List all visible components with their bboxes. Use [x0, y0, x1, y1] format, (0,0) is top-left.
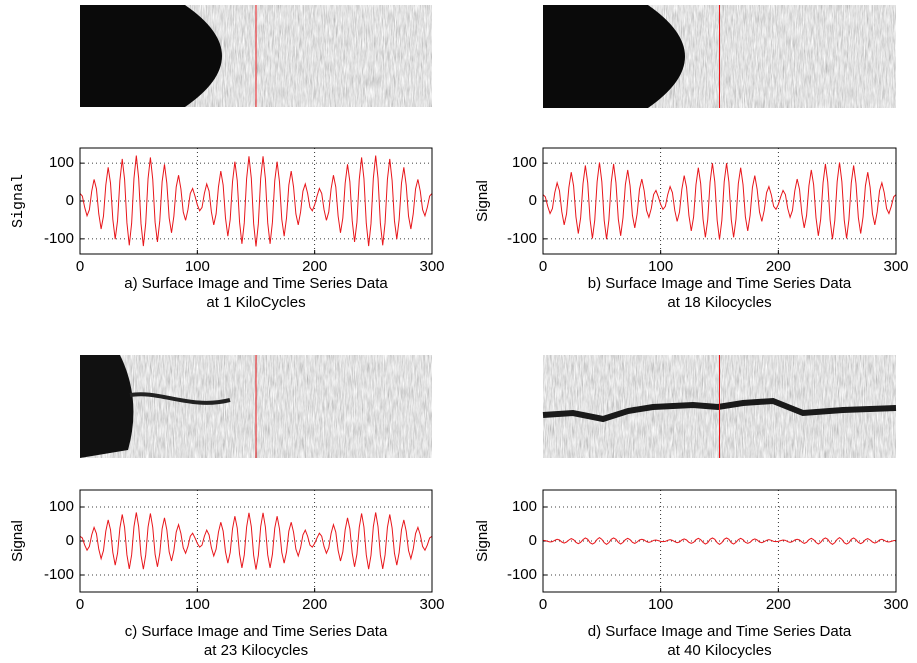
hole — [80, 355, 134, 458]
plot-frame — [79, 147, 433, 255]
plot-frame — [79, 489, 433, 593]
caption: c) Surface Image and Time Series Data — [125, 623, 388, 640]
plot-frame — [542, 489, 897, 593]
y-tick-label: -100 — [44, 230, 74, 247]
x-tick-label: 100 — [185, 258, 210, 275]
crack — [542, 397, 897, 423]
caption: b) Surface Image and Time Series Data — [588, 275, 852, 292]
x-tick-label: 100 — [185, 596, 210, 613]
signal-line — [79, 512, 433, 570]
y-tick-label: -100 — [507, 230, 537, 247]
x-tick-label: 300 — [883, 596, 908, 613]
y-tick-label: 0 — [66, 192, 74, 209]
x-tick-label: 200 — [302, 596, 327, 613]
y-tick-label: 100 — [512, 498, 537, 515]
y-tick-label: -100 — [507, 566, 537, 583]
signal-line — [542, 162, 897, 240]
x-tick-label: 300 — [419, 596, 444, 613]
caption: at 23 Kilocycles — [204, 642, 308, 659]
hole — [543, 5, 685, 108]
caption: a) Surface Image and Time Series Data — [124, 275, 388, 292]
x-tick-label: 200 — [302, 258, 327, 275]
y-tick-label: 0 — [529, 532, 537, 549]
y-tick-label: 100 — [49, 498, 74, 515]
x-tick-label: 100 — [648, 258, 673, 275]
y-axis-label: Signal — [9, 520, 26, 562]
y-tick-label: -100 — [44, 566, 74, 583]
x-tick-label: 100 — [648, 596, 673, 613]
signal-line — [79, 155, 433, 247]
x-tick-label: 300 — [419, 258, 444, 275]
y-tick-label: 100 — [512, 154, 537, 171]
y-tick-label: 0 — [529, 192, 537, 209]
x-tick-label: 300 — [883, 258, 908, 275]
signal-line — [542, 536, 897, 546]
x-tick-label: 200 — [766, 596, 791, 613]
hole — [80, 5, 222, 107]
caption: at 18 Kilocycles — [667, 294, 771, 311]
y-axis-label: Signal — [474, 180, 491, 222]
y-tick-label: 0 — [66, 532, 74, 549]
x-tick-label: 0 — [76, 258, 84, 275]
x-tick-label: 0 — [539, 596, 547, 613]
plot-frame — [542, 147, 897, 255]
caption: at 1 KiloCycles — [206, 294, 305, 311]
y-axis-label: Signal — [10, 174, 27, 228]
caption: d) Surface Image and Time Series Data — [588, 623, 852, 640]
x-tick-label: 0 — [76, 596, 84, 613]
caption: at 40 Kilocycles — [667, 642, 771, 659]
y-axis-label: Signal — [474, 520, 491, 562]
x-tick-label: 0 — [539, 258, 547, 275]
y-tick-label: 100 — [49, 154, 74, 171]
x-tick-label: 200 — [766, 258, 791, 275]
crack — [129, 392, 231, 405]
